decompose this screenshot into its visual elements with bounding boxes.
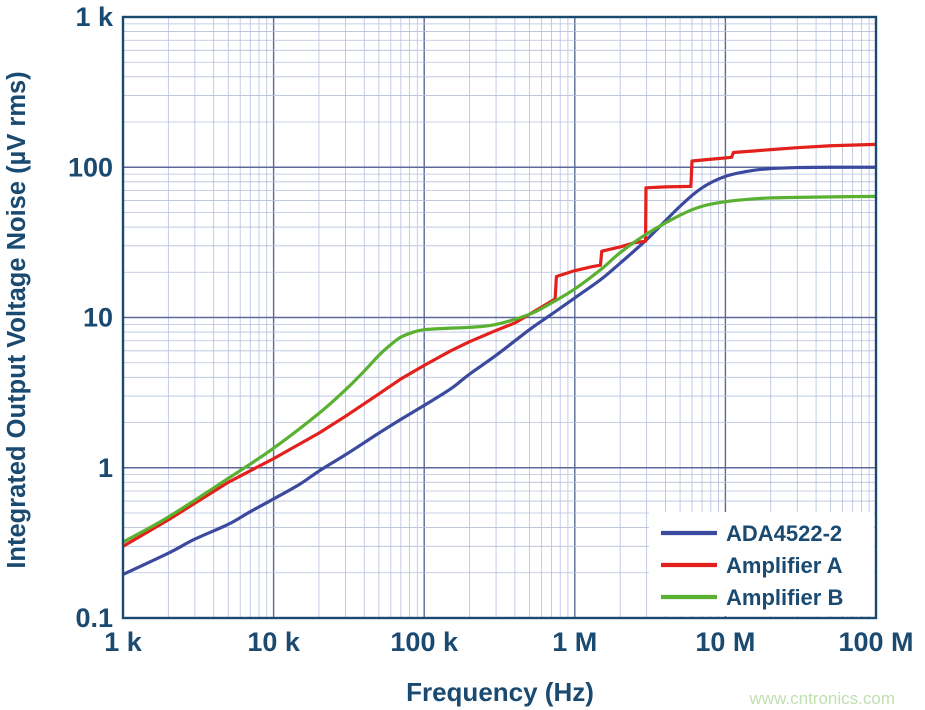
svg-text:10 k: 10 k (247, 627, 301, 657)
svg-text:1 M: 1 M (552, 627, 597, 657)
svg-text:ADA4522-2: ADA4522-2 (726, 521, 842, 546)
svg-text:10 M: 10 M (695, 627, 755, 657)
svg-text:10: 10 (83, 303, 113, 333)
svg-text:Integrated Output Voltage Nois: Integrated Output Voltage Noise (µV rms) (3, 71, 31, 568)
svg-text:Amplifier B: Amplifier B (726, 585, 843, 610)
svg-text:1: 1 (98, 453, 113, 483)
svg-text:1 k: 1 k (75, 2, 114, 32)
svg-text:100 M: 100 M (838, 627, 913, 657)
svg-text:Frequency (Hz): Frequency (Hz) (406, 677, 594, 707)
svg-text:100 k: 100 k (390, 627, 459, 657)
svg-text:0.1: 0.1 (75, 603, 113, 633)
svg-text:Amplifier A: Amplifier A (726, 553, 843, 578)
svg-text:www.cntronics.com: www.cntronics.com (749, 689, 895, 708)
svg-text:100: 100 (68, 152, 113, 182)
